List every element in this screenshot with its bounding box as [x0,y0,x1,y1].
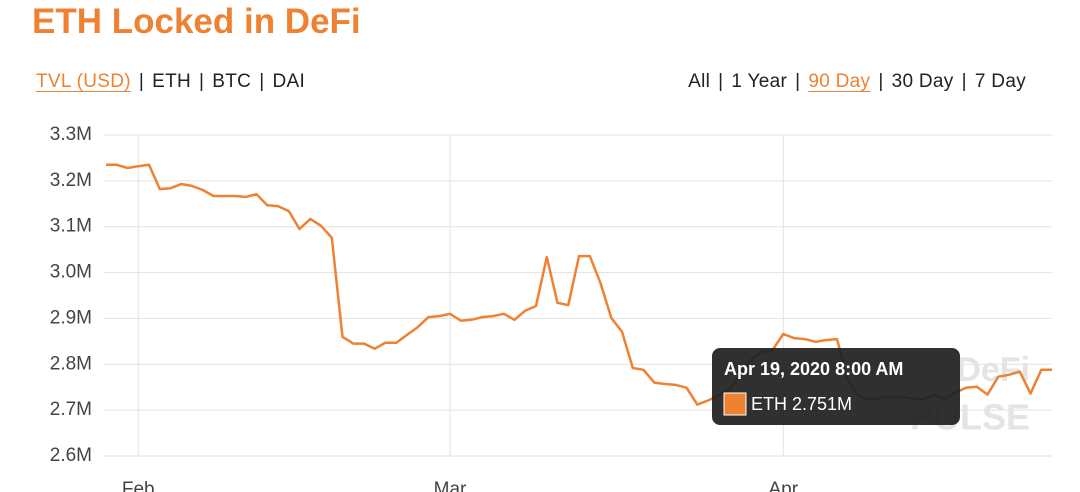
x-tick-label: Mar [434,479,467,492]
tab[interactable]: 30 Day [891,71,954,92]
tooltip: Apr 19, 2020 8:00 AM ETH 2.751M [712,348,960,425]
separator: | [259,71,265,92]
metric-tabs: TVL (USD) | ETH | BTC | DAI [36,71,305,93]
tab[interactable]: All [688,71,711,92]
range-tabs: All | 1 Year | 90 Day | 30 Day | 7 Day [688,71,1026,93]
y-tick-label: 2.6M [50,445,92,466]
separator: | [718,71,724,92]
tab[interactable]: TVL (USD) [36,71,131,92]
tab[interactable]: 1 Year [731,71,788,92]
separator: | [795,71,801,92]
chart-title: ETH Locked in DeFi [32,2,361,41]
separator: | [138,71,145,92]
tab[interactable]: 90 Day [808,71,871,92]
y-tick-label: 3.2M [50,170,92,191]
separator: | [878,71,884,92]
watermark: DeFi [956,351,1030,389]
y-tick-label: 3.3M [50,124,92,145]
y-tick-label: 3.0M [50,262,92,283]
x-tick-label: Apr [768,479,798,492]
tooltip-swatch [723,392,747,416]
tab[interactable]: 7 Day [974,71,1026,92]
separator: | [961,71,967,92]
y-tick-label: 3.1M [50,216,92,237]
tooltip-title: Apr 19, 2020 8:00 AM [724,359,903,379]
y-tick-label: 2.8M [50,353,92,374]
tab[interactable]: BTC [212,71,252,92]
tab[interactable]: ETH [152,71,192,92]
tooltip-box [712,348,960,425]
separator: | [199,71,205,92]
y-tick-label: 2.7M [50,399,92,420]
y-tick-label: 2.9M [50,307,92,328]
tab[interactable]: DAI [272,71,306,92]
x-tick-label: Feb [122,479,155,492]
tooltip-text: ETH 2.751M [751,394,852,414]
